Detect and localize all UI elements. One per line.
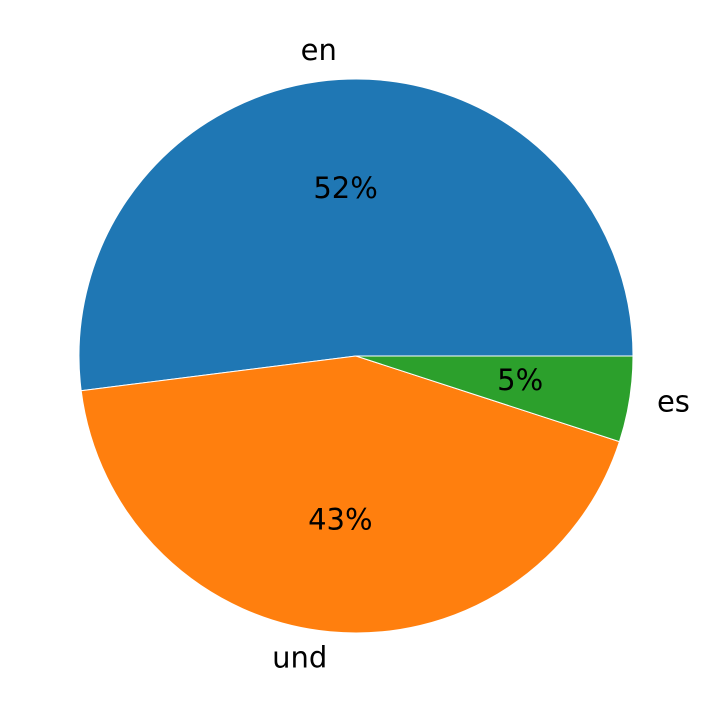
pie-slice [355,355,634,443]
slice-percent: 52% [313,171,377,205]
slice-label: es [657,385,690,419]
pie-slice [78,78,634,392]
slice-label: und [272,640,327,674]
slice-percent: 5% [497,363,543,397]
slice-label: en [301,33,337,67]
pie-slice [80,355,621,634]
slice-percent: 43% [308,502,372,536]
